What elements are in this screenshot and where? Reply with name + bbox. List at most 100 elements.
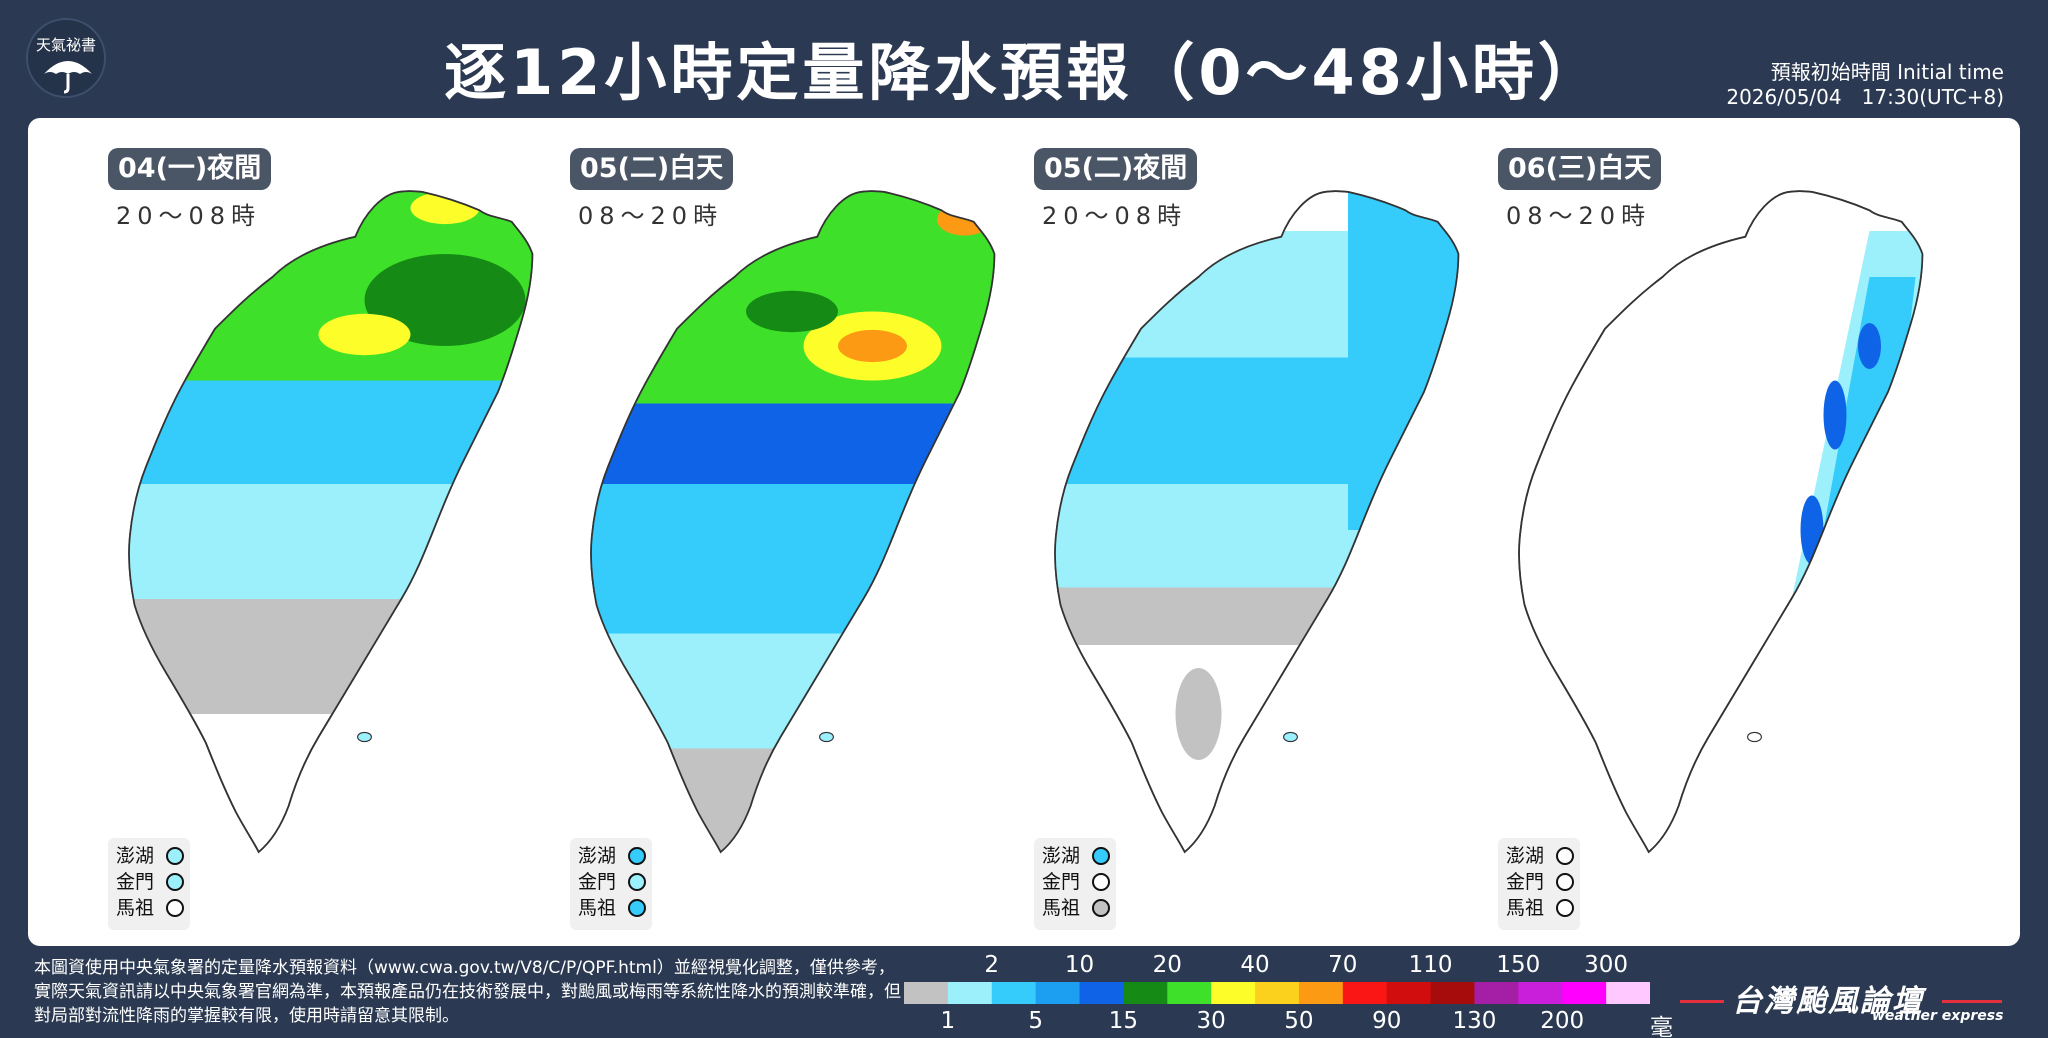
legend-label-top: 20 xyxy=(1152,952,1182,978)
penghu-row: 澎湖 xyxy=(1042,844,1110,868)
page-title: 逐12小時定量降水預報（0～48小時） xyxy=(444,36,1604,109)
legend-swatch xyxy=(1079,982,1124,1004)
penghu-dot xyxy=(628,847,646,865)
legend-color-bar xyxy=(904,982,1651,1004)
period-hours: 20～08時 xyxy=(116,202,262,230)
period-badge: 06(三)白天 xyxy=(1498,148,1662,190)
initial-time-value: 2026/05/04 17:30(UTC+8) xyxy=(1726,85,2004,109)
kinmen-label: 金門 xyxy=(1042,871,1081,893)
matsu-label: 馬祖 xyxy=(1042,897,1081,919)
brand-line-left xyxy=(1680,1000,1724,1003)
legend-label-bottom: 5 xyxy=(1028,1008,1043,1034)
legend-label-bottom: 200 xyxy=(1540,1008,1585,1034)
rain-map xyxy=(128,190,534,853)
penghu-dot xyxy=(1092,847,1110,865)
period-badge: 05(二)夜間 xyxy=(1034,148,1198,190)
legend-label-top: 40 xyxy=(1240,952,1270,978)
kinmen-label: 金門 xyxy=(116,871,155,893)
legend-swatch xyxy=(1386,982,1432,1004)
brand-logo: 台灣颱風論壇 weather express xyxy=(1680,976,2003,1024)
legend-label-bottom: 130 xyxy=(1452,1008,1497,1034)
penghu-label: 澎湖 xyxy=(116,845,155,867)
legend-swatch xyxy=(1255,982,1300,1004)
disclaimer: 本圖資使用中央氣象署的定量降水預報資料（www.cwa.gov.tw/V8/C/… xyxy=(34,958,901,1026)
penghu-label: 澎湖 xyxy=(578,845,617,867)
brand-subtitle: weather express xyxy=(1872,1008,2004,1024)
penghu-label: 澎湖 xyxy=(1042,845,1081,867)
legend-unit: 毫米 xyxy=(1650,1015,1673,1038)
matsu-dot xyxy=(166,899,184,917)
brand-name: 台灣颱風論壇 xyxy=(1732,984,1924,1019)
rain-map xyxy=(1518,190,1924,853)
legend-swatch xyxy=(1211,982,1256,1004)
rain-map xyxy=(590,190,996,853)
kinmen-dot xyxy=(1092,873,1110,891)
rain-map xyxy=(1054,190,1460,853)
legend-swatch xyxy=(947,982,993,1004)
matsu-dot xyxy=(1092,899,1110,917)
header: 天氣祕書 逐12小時定量降水預報（0～48小時） 預報初始時間 Initial … xyxy=(0,0,2048,118)
matsu-row: 馬祖 xyxy=(116,896,184,920)
kinmen-dot xyxy=(166,873,184,891)
kinmen-row: 金門 xyxy=(1506,870,1574,894)
initial-time: 預報初始時間 Initial time 2026/05/04 17:30(UTC… xyxy=(1726,60,2004,110)
legend-swatch xyxy=(1430,982,1475,1004)
legend-label-bottom: 15 xyxy=(1108,1008,1139,1034)
outlying-islands-legend: 澎湖 金門 馬祖 xyxy=(1498,838,1580,930)
legend-label-bottom: 90 xyxy=(1372,1008,1402,1034)
period-badge: 05(二)白天 xyxy=(570,148,734,190)
kinmen-row: 金門 xyxy=(578,870,646,894)
kinmen-label: 金門 xyxy=(1506,871,1545,893)
legend-label-top: 300 xyxy=(1584,952,1629,978)
penghu-label: 澎湖 xyxy=(1506,845,1545,867)
legend-swatch xyxy=(1562,982,1607,1004)
kinmen-row: 金門 xyxy=(1042,870,1110,894)
penghu-row: 澎湖 xyxy=(1506,844,1574,868)
logo-text: 天氣祕書 xyxy=(35,36,96,54)
legend-label-top: 10 xyxy=(1064,952,1095,978)
legend-swatch xyxy=(904,982,949,1004)
period-hours: 08～20時 xyxy=(578,202,724,230)
legend-label-top: 70 xyxy=(1328,952,1358,978)
matsu-row: 馬祖 xyxy=(1506,896,1574,920)
period-hours: 08～20時 xyxy=(1506,202,1652,230)
penghu-dot xyxy=(1556,847,1574,865)
legend-swatch xyxy=(1123,982,1168,1004)
matsu-label: 馬祖 xyxy=(116,897,155,919)
kinmen-dot xyxy=(628,873,646,891)
legend-label-top: 150 xyxy=(1496,952,1541,978)
period-badge: 04(一)夜間 xyxy=(108,148,272,190)
brand-line-right xyxy=(1942,1000,2002,1003)
legend-label-top: 110 xyxy=(1408,952,1453,978)
matsu-dot xyxy=(628,899,646,917)
legend-label-top: 2 xyxy=(984,952,1000,978)
matsu-dot xyxy=(1556,899,1574,917)
legend-swatch xyxy=(1035,982,1081,1004)
kinmen-dot xyxy=(1556,873,1574,891)
legend-label-bottom: 1 xyxy=(940,1008,956,1034)
period-hours: 20～08時 xyxy=(1042,202,1188,230)
legend-swatch xyxy=(1298,982,1344,1004)
kinmen-label: 金門 xyxy=(578,871,617,893)
legend-label-bottom: 30 xyxy=(1196,1008,1226,1034)
penghu-row: 澎湖 xyxy=(116,844,184,868)
outlying-islands-legend: 澎湖 金門 馬祖 xyxy=(570,838,652,930)
app-logo: 天氣祕書 xyxy=(26,18,106,98)
umbrella-icon xyxy=(44,61,92,94)
legend-swatch xyxy=(1342,982,1388,1004)
kinmen-row: 金門 xyxy=(116,870,184,894)
matsu-row: 馬祖 xyxy=(578,896,646,920)
outlying-islands-legend: 澎湖 金門 馬祖 xyxy=(1034,838,1116,930)
legend-swatch xyxy=(1167,982,1212,1004)
legend-label-bottom: 50 xyxy=(1284,1008,1314,1034)
outlying-islands-legend: 澎湖 金門 馬祖 xyxy=(108,838,190,930)
initial-time-label: 預報初始時間 Initial time xyxy=(1770,60,2004,84)
legend-swatch xyxy=(1606,982,1651,1004)
penghu-row: 澎湖 xyxy=(578,844,646,868)
matsu-row: 馬祖 xyxy=(1042,896,1110,920)
matsu-label: 馬祖 xyxy=(578,897,617,919)
matsu-label: 馬祖 xyxy=(1506,897,1545,919)
penghu-dot xyxy=(166,847,184,865)
legend-swatch xyxy=(1474,982,1519,1004)
